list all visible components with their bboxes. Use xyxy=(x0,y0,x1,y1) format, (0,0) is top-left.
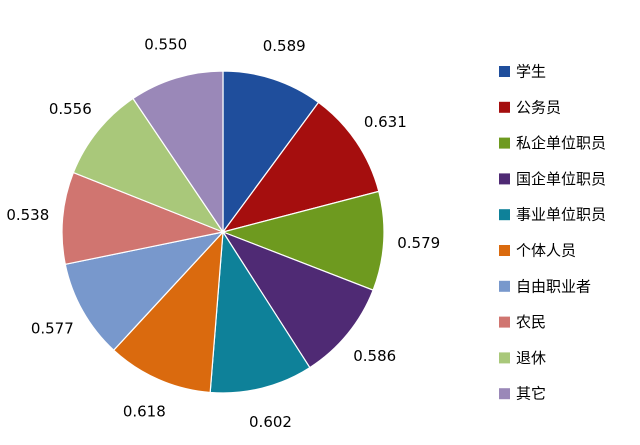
data-labels: 0.589 0.631 0.579 0.586 0.602 0.618 0.577 0.538… xyxy=(6,36,440,432)
legend-swatch-1 xyxy=(499,66,510,77)
pie-slice-2 xyxy=(221,101,380,234)
pie-slice-8 xyxy=(61,171,226,266)
pie-slices xyxy=(61,70,385,394)
pie-slice-6 xyxy=(112,230,224,394)
legend-label-9: 退休 xyxy=(516,349,546,367)
data-label-9: 0.556 xyxy=(49,100,92,118)
legend-swatch-3 xyxy=(499,137,510,149)
data-label-1: 0.589 xyxy=(263,37,306,55)
legend-label-4: 国企单位职员 xyxy=(516,170,606,188)
pie-slice-7 xyxy=(64,231,225,352)
legend-swatch-6 xyxy=(499,245,510,256)
data-label-4: 0.586 xyxy=(353,347,396,365)
legend-label-5: 事业单位职员 xyxy=(516,206,606,224)
legend-swatch-8 xyxy=(499,316,510,328)
legend-swatch-4 xyxy=(499,173,510,185)
data-label-5: 0.602 xyxy=(249,413,292,431)
data-label-6: 0.618 xyxy=(123,403,166,421)
legend-label-8: 农民 xyxy=(516,313,546,331)
legend-swatch-9 xyxy=(499,352,510,364)
pie-slice-10 xyxy=(132,70,224,234)
legend-swatch-5 xyxy=(499,209,510,221)
pie-slice-9 xyxy=(72,97,225,234)
data-label-3: 0.579 xyxy=(397,234,440,252)
pie-slice-4 xyxy=(221,230,374,369)
pie-slice-3 xyxy=(221,190,385,291)
pie-slice-1 xyxy=(222,70,320,234)
legend-label-3: 私企单位职员 xyxy=(516,134,606,152)
legend-label-1: 学生 xyxy=(516,63,546,81)
legend-label-10: 其它 xyxy=(516,385,546,403)
legend-swatch-2 xyxy=(499,101,510,113)
legend-label-7: 自由职业者 xyxy=(516,277,591,295)
pie-slice-5 xyxy=(209,230,311,394)
data-label-7: 0.577 xyxy=(31,319,74,337)
legend-label-2: 公务员 xyxy=(516,98,561,116)
data-label-2: 0.631 xyxy=(364,113,407,131)
legend-swatch-10 xyxy=(499,388,510,400)
legend-swatch-7 xyxy=(499,280,510,292)
data-label-10: 0.550 xyxy=(144,36,187,54)
data-label-8: 0.538 xyxy=(6,206,49,224)
legend-label-6: 个体人员 xyxy=(516,242,576,260)
